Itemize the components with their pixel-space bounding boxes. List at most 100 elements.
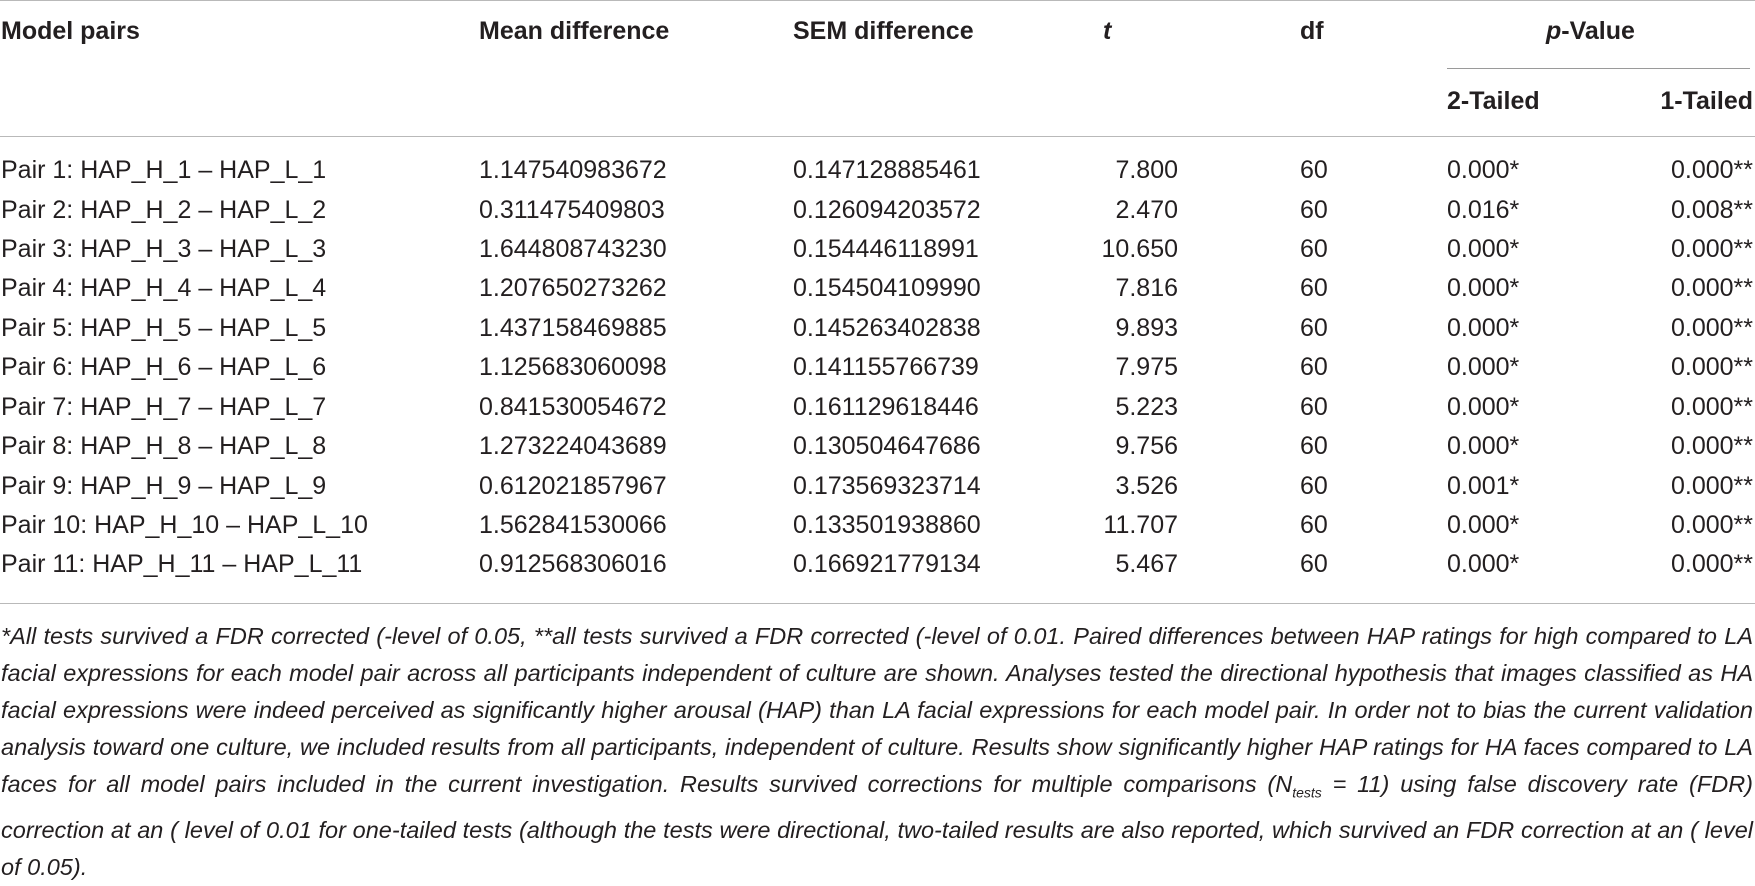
cell-mean-difference: 1.207650273262 — [479, 274, 667, 302]
cell-sem-difference: 0.130504647686 — [793, 432, 981, 460]
cell-t: 2.470 — [1115, 196, 1178, 224]
cell-model-pair: Pair 3: HAP_H_3 – HAP_L_3 — [1, 235, 327, 263]
table-row: Pair 5: HAP_H_5 – HAP_L_5 1.437158469885… — [0, 308, 1755, 348]
cell-mean-difference: 1.273224043689 — [479, 432, 667, 460]
cell-mean-difference: 0.311475409803 — [479, 196, 665, 224]
cell-model-pair: Pair 4: HAP_H_4 – HAP_L_4 — [1, 274, 327, 302]
table-row: Pair 11: HAP_H_11 – HAP_L_11 0.912568306… — [0, 544, 1755, 584]
cell-p-one-tailed: 0.000** — [1670, 472, 1753, 500]
cell-p-two-tailed: 0.000* — [1447, 432, 1520, 460]
cell-t: 7.800 — [1115, 156, 1178, 184]
table-row: Pair 6: HAP_H_6 – HAP_L_6 1.125683060098… — [0, 347, 1755, 387]
footnote-text-part2: = 11) using false discovery rate (FDR) c… — [1, 771, 1753, 880]
header-mean-difference: Mean difference — [479, 17, 670, 45]
header-p-value-rest: -Value — [1561, 17, 1635, 45]
cell-sem-difference: 0.145263402838 — [793, 314, 981, 342]
table-row: Pair 8: HAP_H_8 – HAP_L_8 1.273224043689… — [0, 426, 1755, 466]
header-bottom-rule — [0, 136, 1755, 137]
cell-df: 60 — [1300, 314, 1328, 342]
cell-t: 11.707 — [1103, 511, 1178, 539]
cell-mean-difference: 1.562841530066 — [479, 511, 667, 539]
header-p-value: p-Value — [1546, 16, 1635, 46]
cell-t: 7.975 — [1115, 353, 1178, 381]
cell-df: 60 — [1300, 196, 1328, 224]
cell-p-two-tailed: 0.000* — [1447, 393, 1520, 421]
cell-p-two-tailed: 0.000* — [1447, 353, 1520, 381]
table-top-rule — [0, 0, 1755, 1]
cell-mean-difference: 0.912568306016 — [479, 550, 667, 578]
cell-p-two-tailed: 0.000* — [1447, 274, 1520, 302]
header-p-value-italic: p — [1546, 17, 1562, 45]
cell-df: 60 — [1300, 511, 1328, 539]
cell-model-pair: Pair 8: HAP_H_8 – HAP_L_8 — [1, 432, 327, 460]
cell-p-one-tailed: 0.000** — [1670, 235, 1753, 263]
cell-sem-difference: 0.141155766739 — [793, 353, 979, 381]
cell-mean-difference: 1.644808743230 — [479, 235, 667, 263]
header-model-pairs: Model pairs — [1, 17, 140, 45]
cell-sem-difference: 0.173569323714 — [793, 472, 981, 500]
header-two-tailed: 2-Tailed — [1447, 87, 1540, 115]
cell-p-two-tailed: 0.000* — [1447, 314, 1520, 342]
cell-model-pair: Pair 10: HAP_H_10 – HAP_L_10 — [1, 511, 368, 539]
cell-model-pair: Pair 1: HAP_H_1 – HAP_L_1 — [1, 156, 327, 184]
cell-t: 5.223 — [1115, 393, 1178, 421]
table-footnote: *All tests survived a FDR corrected (-le… — [1, 618, 1753, 886]
cell-p-one-tailed: 0.000** — [1670, 156, 1753, 184]
cell-t: 9.893 — [1115, 314, 1178, 342]
cell-sem-difference: 0.126094203572 — [793, 196, 981, 224]
cell-p-two-tailed: 0.000* — [1447, 156, 1520, 184]
footnote-subscript-tests: tests — [1292, 784, 1322, 801]
table-row: Pair 2: HAP_H_2 – HAP_L_2 0.311475409803… — [0, 190, 1755, 230]
cell-df: 60 — [1300, 274, 1328, 302]
header-df: df — [1300, 17, 1324, 45]
cell-p-one-tailed: 0.000** — [1670, 550, 1753, 578]
cell-t: 3.526 — [1115, 472, 1178, 500]
cell-model-pair: Pair 2: HAP_H_2 – HAP_L_2 — [1, 196, 327, 224]
header-sem-difference: SEM difference — [793, 17, 974, 45]
table-row: Pair 1: HAP_H_1 – HAP_L_1 1.147540983672… — [0, 150, 1755, 190]
table-row: Pair 4: HAP_H_4 – HAP_L_4 1.207650273262… — [0, 268, 1755, 308]
cell-sem-difference: 0.154446118991 — [793, 235, 979, 263]
table-bottom-rule — [0, 603, 1755, 604]
cell-sem-difference: 0.161129618446 — [793, 393, 979, 421]
cell-sem-difference: 0.154504109990 — [793, 274, 981, 302]
cell-mean-difference: 1.147540983672 — [479, 156, 667, 184]
cell-p-two-tailed: 0.000* — [1447, 235, 1520, 263]
cell-p-one-tailed: 0.000** — [1670, 511, 1753, 539]
cell-model-pair: Pair 5: HAP_H_5 – HAP_L_5 — [1, 314, 327, 342]
table-row: Pair 3: HAP_H_3 – HAP_L_3 1.644808743230… — [0, 229, 1755, 269]
cell-df: 60 — [1300, 472, 1328, 500]
cell-p-two-tailed: 0.001* — [1447, 472, 1520, 500]
cell-p-two-tailed: 0.016* — [1447, 196, 1520, 224]
cell-df: 60 — [1300, 432, 1328, 460]
cell-df: 60 — [1300, 393, 1328, 421]
cell-p-one-tailed: 0.000** — [1670, 432, 1753, 460]
cell-sem-difference: 0.133501938860 — [793, 511, 981, 539]
cell-model-pair: Pair 6: HAP_H_6 – HAP_L_6 — [1, 353, 327, 381]
cell-df: 60 — [1300, 353, 1328, 381]
cell-mean-difference: 0.841530054672 — [479, 393, 667, 421]
footnote-text-part1: *All tests survived a FDR corrected (-le… — [1, 623, 1753, 797]
cell-sem-difference: 0.147128885461 — [793, 156, 981, 184]
cell-df: 60 — [1300, 156, 1328, 184]
header-one-tailed: 1-Tailed — [1660, 87, 1753, 115]
table-row: Pair 9: HAP_H_9 – HAP_L_9 0.612021857967… — [0, 466, 1755, 506]
cell-p-one-tailed: 0.000** — [1670, 393, 1753, 421]
cell-p-one-tailed: 0.008** — [1670, 196, 1753, 224]
cell-p-one-tailed: 0.000** — [1670, 274, 1753, 302]
p-value-span-rule — [1447, 68, 1750, 69]
cell-model-pair: Pair 7: HAP_H_7 – HAP_L_7 — [1, 393, 327, 421]
cell-p-two-tailed: 0.000* — [1447, 550, 1520, 578]
cell-t: 5.467 — [1115, 550, 1178, 578]
cell-model-pair: Pair 11: HAP_H_11 – HAP_L_11 — [1, 550, 363, 578]
cell-sem-difference: 0.166921779134 — [793, 550, 981, 578]
cell-t: 9.756 — [1115, 432, 1178, 460]
table-row: Pair 7: HAP_H_7 – HAP_L_7 0.841530054672… — [0, 387, 1755, 427]
cell-p-two-tailed: 0.000* — [1447, 511, 1520, 539]
cell-t: 7.816 — [1115, 274, 1178, 302]
cell-t: 10.650 — [1101, 235, 1178, 263]
cell-p-one-tailed: 0.000** — [1670, 353, 1753, 381]
cell-mean-difference: 1.437158469885 — [479, 314, 667, 342]
header-t: t — [1103, 17, 1112, 45]
